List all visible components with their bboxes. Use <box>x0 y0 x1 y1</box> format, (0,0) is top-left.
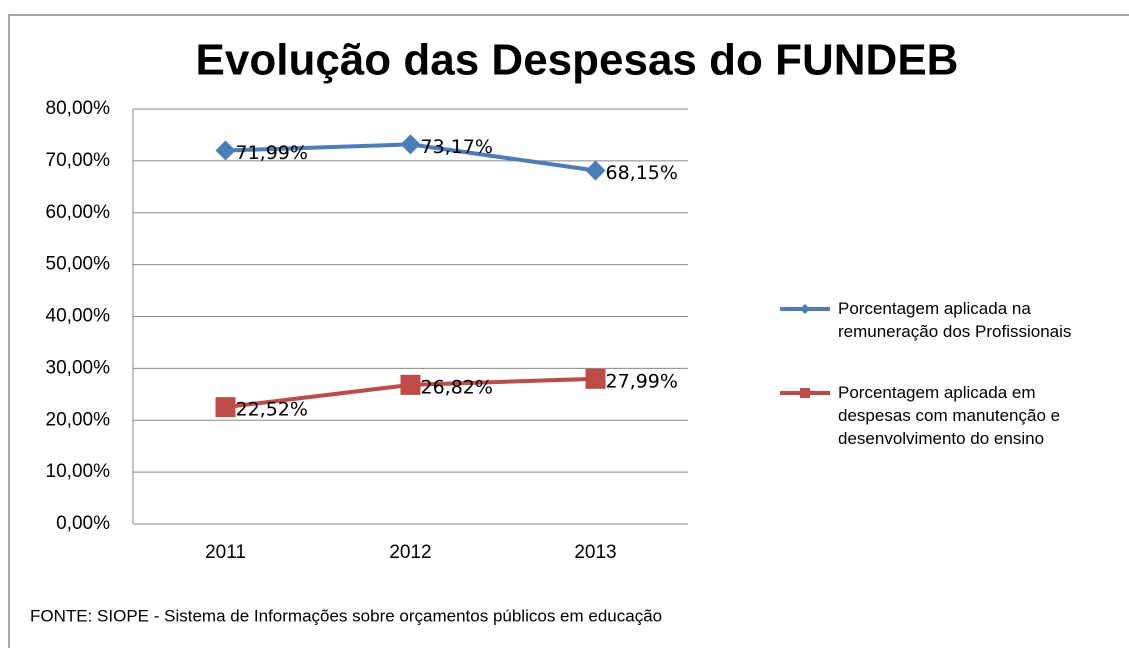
data-label: 26,82% <box>421 376 493 398</box>
y-tick-label: 10,00% <box>46 461 111 482</box>
data-label: 27,99% <box>606 370 678 392</box>
y-tick-label: 20,00% <box>46 409 111 430</box>
point-marker <box>215 397 236 418</box>
legend-label: Porcentagem aplicada em despesas com man… <box>838 383 1061 448</box>
data-label: 73,17% <box>421 136 493 158</box>
y-tick-label: 30,00% <box>46 357 111 378</box>
y-tick-label: 50,00% <box>46 254 111 275</box>
y-tick-label: 80,00% <box>46 98 111 119</box>
point-marker <box>585 160 606 181</box>
data-label: 71,99% <box>236 142 308 164</box>
legend-marker <box>800 388 810 398</box>
y-tick-label: 40,00% <box>46 306 111 327</box>
legend-marker <box>800 304 810 314</box>
legend-label: Porcentagem aplicada na remuneração dos … <box>838 299 1072 341</box>
y-tick-label: 0,00% <box>56 513 110 534</box>
point-marker <box>585 368 606 389</box>
x-tick-label: 2013 <box>574 542 616 563</box>
point-marker <box>400 134 421 155</box>
chart-title: Evolução das Despesas do FUNDEB <box>196 36 959 85</box>
x-tick-label: 2012 <box>389 542 431 563</box>
y-tick-label: 60,00% <box>46 202 111 223</box>
point-marker <box>400 374 421 395</box>
y-tick-label: 70,00% <box>46 150 111 171</box>
source-note: FONTE: SIOPE - Sistema de Informações so… <box>30 606 662 625</box>
x-tick-label: 2011 <box>205 542 246 563</box>
data-label: 22,52% <box>236 399 308 421</box>
point-marker <box>215 140 236 161</box>
data-label: 68,15% <box>606 162 678 184</box>
chart-frame <box>8 14 1129 648</box>
